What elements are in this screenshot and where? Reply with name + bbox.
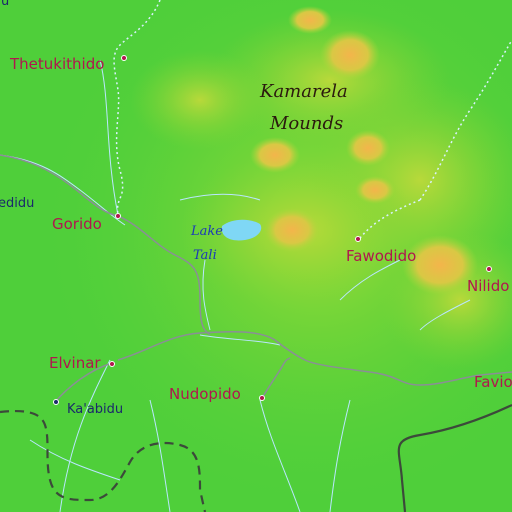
place-label: Nilido [467,277,509,295]
place-label: Ka'abidu [67,402,123,417]
place-gorido[interactable]: Gorido [52,213,121,234]
place-nilido[interactable]: Nilido [467,266,509,296]
place-dot [121,55,127,61]
region-label-line1: Kamarela [259,81,348,102]
place-dot [115,213,121,219]
borders [0,404,512,512]
place-edidu[interactable]: edidu [0,196,34,211]
place-top-u[interactable]: u [1,0,9,9]
region-label-line2: Mounds [269,113,343,134]
region-kamarela-mounds: Kamarela Mounds [259,81,348,134]
place-kaabidu[interactable]: Ka'abidu [53,399,124,418]
place-dot [53,399,59,405]
place-label: Favio [474,373,512,391]
streams [0,59,471,512]
place-favio[interactable]: Favio [474,373,512,391]
place-label: Gorido [52,215,102,233]
place-dot [355,236,361,242]
place-elvinar[interactable]: Elvinar [49,354,115,372]
place-label: Elvinar [49,354,101,372]
place-dot [486,266,492,272]
place-thetukithido[interactable]: Thetukithido [9,55,127,73]
lake-tali[interactable]: Lake Tali [190,219,262,263]
place-label: Thetukithido [9,55,104,73]
place-dot [109,361,115,367]
settlements[interactable]: Thetukithido edidu Gorido Fawodido Nilid… [0,0,512,417]
lake-label-line2: Tali [193,248,217,263]
terrain-peaks [250,6,478,295]
place-label: u [1,0,9,9]
place-dot [259,395,265,401]
place-nudopido[interactable]: Nudopido [169,385,265,403]
roads [0,154,512,403]
place-label: Fawodido [346,247,416,265]
place-fawodido[interactable]: Fawodido [346,236,416,266]
lake-label-line1: Lake [190,224,223,239]
lake-shape [221,219,262,241]
trails [113,0,512,239]
place-label: edidu [0,196,34,211]
place-label: Nudopido [169,385,241,403]
